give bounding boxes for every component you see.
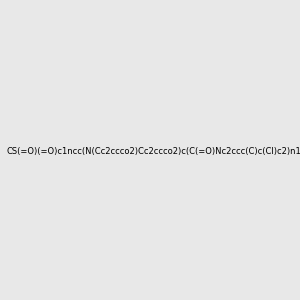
Text: CS(=O)(=O)c1ncc(N(Cc2ccco2)Cc2ccco2)c(C(=O)Nc2ccc(C)c(Cl)c2)n1: CS(=O)(=O)c1ncc(N(Cc2ccco2)Cc2ccco2)c(C(… bbox=[6, 147, 300, 156]
